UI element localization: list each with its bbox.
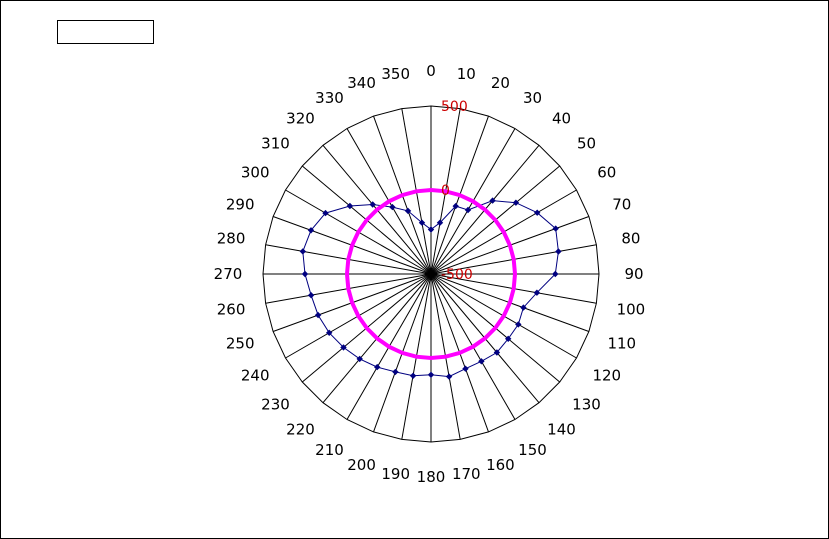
angle-tick-label: 180	[417, 468, 446, 486]
series-1-point	[464, 206, 472, 214]
angle-tick-label: 290	[226, 196, 255, 214]
series-1-point	[307, 227, 315, 234]
angle-tick-label: 210	[315, 441, 344, 459]
angle-tick-label: 140	[547, 421, 576, 439]
angle-tick-label: 300	[241, 164, 270, 182]
angle-tick-label: 40	[552, 110, 571, 128]
series-1-point	[555, 248, 562, 255]
angle-tick-label: 230	[261, 396, 290, 414]
series-1-point	[374, 363, 381, 371]
series-1-point	[427, 371, 435, 378]
series-1-point	[534, 209, 541, 216]
angle-tick-label: 60	[597, 164, 616, 182]
angle-tick-label: 50	[577, 135, 596, 153]
series-1-point	[356, 355, 363, 363]
series-1-point	[445, 373, 453, 380]
angle-tick-label: 30	[523, 89, 542, 107]
angle-tick-label: 330	[315, 89, 344, 107]
angle-tick-label: 350	[381, 65, 410, 83]
legend	[57, 20, 154, 44]
angle-tick-label: 90	[624, 265, 643, 283]
series-1-point	[520, 304, 527, 311]
series-1-point	[340, 344, 347, 351]
series-1-point	[552, 270, 559, 278]
series-1-point	[427, 226, 435, 233]
angle-tick-label: 120	[592, 367, 621, 385]
series-1-point	[436, 219, 444, 226]
angle-tick-label: 70	[612, 196, 631, 214]
series-1-point	[389, 203, 396, 211]
angle-tick-label: 310	[261, 135, 290, 153]
series-1-point	[505, 335, 512, 342]
angle-tick-label: 130	[572, 396, 601, 414]
angle-tick-label: 320	[286, 110, 315, 128]
angle-tick-label: 110	[607, 334, 636, 352]
series-1-point	[326, 329, 333, 336]
series-1-point	[346, 202, 354, 210]
series-1-point	[307, 292, 315, 299]
angle-tick-label: 200	[347, 456, 376, 474]
angle-tick-label: 190	[381, 465, 410, 483]
series-1-point	[478, 358, 485, 365]
series-1-point	[489, 197, 496, 204]
series-1-point	[409, 372, 417, 379]
angle-tick-label: 160	[486, 456, 515, 474]
angle-tick-label: 240	[241, 367, 270, 385]
angle-tick-label: 0	[426, 62, 436, 80]
radial-tick-label: -500	[441, 267, 473, 283]
radial-tick-label: 0	[441, 183, 450, 199]
angle-tick-label: 20	[491, 74, 510, 92]
series-1-point	[512, 199, 520, 206]
series-1-point	[552, 225, 559, 232]
angle-tick-label: 170	[452, 465, 481, 483]
angle-tick-label: 250	[226, 334, 255, 352]
series-1-point	[404, 207, 412, 215]
angle-tick-label: 10	[457, 65, 476, 83]
angle-tick-label: 280	[217, 230, 246, 248]
series-1-point	[314, 311, 322, 319]
angle-tick-label: 270	[214, 265, 243, 283]
series-1-point	[369, 201, 376, 208]
series-1-point	[301, 270, 309, 278]
angle-tick-label: 100	[617, 300, 646, 318]
series-2-line	[344, 187, 518, 361]
angle-tick-label: 220	[286, 421, 315, 439]
series-1-point	[322, 209, 329, 217]
series-1-point	[493, 349, 501, 356]
series-1-point	[392, 368, 399, 376]
series-1-point	[533, 289, 541, 296]
angle-tick-label: 150	[518, 441, 547, 459]
series-1-point	[418, 219, 426, 226]
radial-tick-label: 500	[441, 99, 468, 115]
series-1-point	[515, 321, 522, 328]
series-1-point	[452, 202, 459, 210]
angle-tick-label: 260	[217, 300, 246, 318]
angle-tick-label: 340	[347, 74, 376, 92]
angle-tick-label: 80	[621, 230, 640, 248]
series-1-point	[462, 365, 469, 372]
series-1-point	[299, 248, 306, 255]
